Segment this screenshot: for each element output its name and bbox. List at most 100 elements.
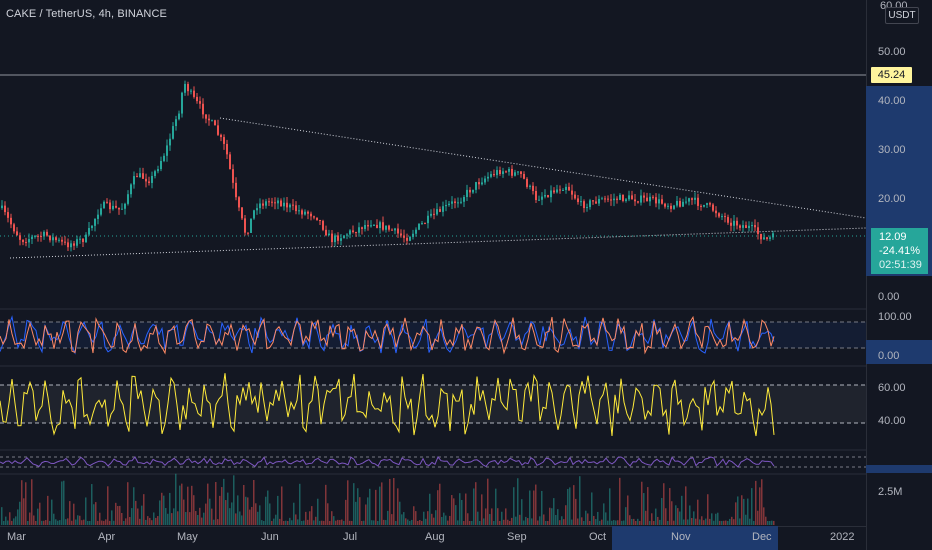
volume-bar	[423, 511, 425, 525]
volume-bar	[577, 518, 579, 525]
candle-body	[64, 241, 66, 243]
candle-body	[223, 137, 225, 144]
candle-body	[76, 239, 78, 246]
candle-body	[757, 227, 759, 234]
candle-body	[307, 211, 309, 214]
candle-body	[748, 225, 750, 229]
volume-bar	[591, 492, 593, 525]
time-tick: Sep	[507, 531, 527, 543]
volume-bar	[25, 482, 27, 525]
candle-body	[343, 235, 345, 239]
volume-bar	[477, 511, 479, 525]
candle-body	[193, 90, 195, 97]
volume-bar	[77, 515, 79, 525]
candle-body	[730, 222, 732, 226]
volume-bar	[413, 506, 415, 525]
volume-bar	[183, 499, 185, 525]
candle-body	[526, 178, 528, 187]
candle-body	[352, 230, 354, 233]
volume-bar	[293, 502, 295, 525]
volume-bar	[499, 520, 501, 525]
volume-bar	[459, 493, 461, 525]
volume-bar	[95, 502, 97, 525]
volume-bar	[327, 503, 329, 525]
candle-body	[355, 232, 357, 234]
candle-body	[697, 197, 699, 206]
volume-bar	[23, 498, 25, 525]
candle-body	[103, 201, 105, 209]
volume-bar	[753, 520, 755, 525]
candle-body	[277, 200, 279, 204]
volume-bar	[767, 520, 769, 525]
volume-bar	[149, 517, 151, 525]
volume-bar	[45, 520, 47, 525]
volume-bar	[573, 485, 575, 525]
volume-bar	[151, 520, 153, 525]
candle-body	[337, 235, 339, 241]
volume-bar	[449, 515, 451, 525]
candle-body	[97, 214, 99, 219]
volume-bar	[713, 520, 715, 525]
volume-bar	[563, 519, 565, 525]
volume-bar	[525, 516, 527, 525]
candle-body	[583, 201, 585, 209]
candle-body	[178, 113, 180, 120]
candle-body	[709, 203, 711, 205]
volume-bar	[249, 509, 251, 525]
volume-bar	[29, 512, 31, 525]
candle-body	[328, 233, 330, 236]
volume-bar	[763, 507, 765, 525]
candle-body	[637, 201, 639, 203]
candle-body	[49, 235, 51, 241]
volume-bar	[215, 482, 217, 525]
volume-bar	[729, 518, 731, 525]
volume-bar	[1, 507, 3, 525]
candle-body	[52, 237, 54, 241]
candle-body	[682, 201, 684, 207]
candle-body	[427, 215, 429, 224]
candle-body	[769, 237, 771, 239]
candle-body	[595, 201, 597, 204]
candle-body	[265, 201, 267, 206]
candle-body	[7, 212, 9, 218]
candle-body	[472, 189, 474, 193]
candle-body	[280, 200, 282, 207]
candle-body	[376, 224, 378, 228]
volume-bar	[453, 498, 455, 525]
volume-bar	[503, 519, 505, 525]
rsi-band	[0, 385, 866, 423]
volume-bar	[107, 486, 109, 525]
volume-bar	[723, 520, 725, 525]
candle-body	[523, 174, 525, 179]
volume-bar	[749, 518, 751, 525]
volume-bar	[343, 520, 345, 525]
candle-body	[58, 239, 60, 241]
volume-bar	[133, 487, 135, 525]
candle-body	[556, 189, 558, 193]
volume-bar	[253, 479, 255, 525]
candle-body	[214, 120, 216, 126]
candle-body	[379, 222, 381, 228]
volume-bar	[635, 520, 637, 525]
volume-bar	[623, 520, 625, 525]
time-tick: 2022	[830, 531, 855, 543]
volume-bar	[153, 512, 155, 525]
currency-unit-label[interactable]: USDT	[885, 7, 919, 24]
volume-bar	[679, 511, 681, 525]
candle-body	[598, 198, 600, 204]
purple-indicator-line	[0, 456, 775, 468]
volume-bar	[697, 499, 699, 525]
candle-body	[73, 243, 75, 246]
candle-body	[388, 225, 390, 230]
volume-bar	[425, 518, 427, 525]
volume-bar	[615, 520, 617, 525]
candle-body	[454, 201, 456, 204]
candle-body	[238, 197, 240, 208]
time-axis[interactable]	[0, 526, 866, 550]
candle-body	[253, 210, 255, 219]
volume-bar	[121, 512, 123, 525]
candle-body	[724, 216, 726, 218]
candle-body	[646, 197, 648, 202]
candle-body	[517, 171, 519, 173]
